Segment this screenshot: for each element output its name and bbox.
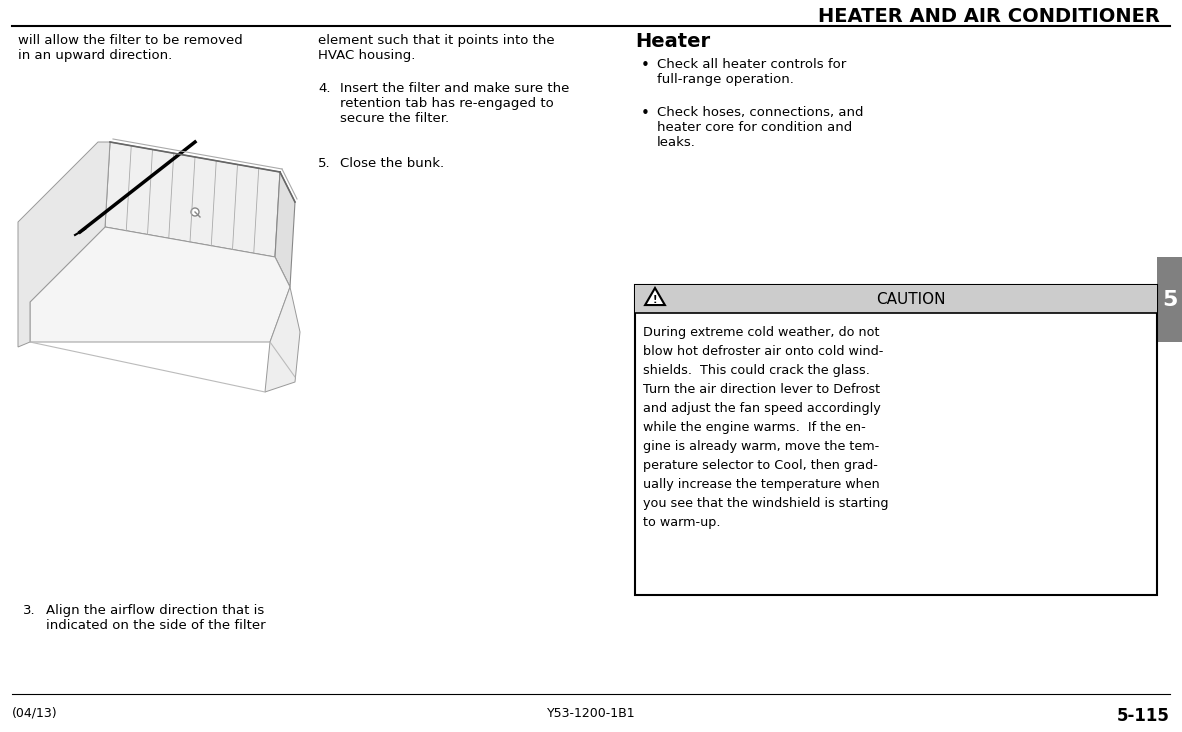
Text: Check hoses, connections, and: Check hoses, connections, and xyxy=(657,106,864,119)
Text: retention tab has re-engaged to: retention tab has re-engaged to xyxy=(340,97,553,110)
Polygon shape xyxy=(18,142,110,347)
Text: heater core for condition and: heater core for condition and xyxy=(657,121,852,134)
Text: leaks.: leaks. xyxy=(657,136,696,149)
Text: 3.: 3. xyxy=(22,604,35,617)
Text: During extreme cold weather, do not: During extreme cold weather, do not xyxy=(643,326,879,339)
Text: Close the bunk.: Close the bunk. xyxy=(340,157,444,170)
Text: gine is already warm, move the tem-: gine is already warm, move the tem- xyxy=(643,440,879,453)
Text: secure the filter.: secure the filter. xyxy=(340,112,449,125)
Bar xyxy=(635,285,1157,313)
Text: you see that the windshield is starting: you see that the windshield is starting xyxy=(643,497,889,510)
Text: CAUTION: CAUTION xyxy=(876,291,946,307)
Polygon shape xyxy=(30,227,290,342)
Text: Insert the filter and make sure the: Insert the filter and make sure the xyxy=(340,82,570,95)
Text: Heater: Heater xyxy=(635,32,710,51)
Text: full-range operation.: full-range operation. xyxy=(657,73,794,86)
Text: in an upward direction.: in an upward direction. xyxy=(18,49,173,62)
Polygon shape xyxy=(645,288,665,305)
Text: •: • xyxy=(641,106,650,121)
Text: 5: 5 xyxy=(1162,289,1177,310)
Text: 4.: 4. xyxy=(318,82,331,95)
Text: perature selector to Cool, then grad-: perature selector to Cool, then grad- xyxy=(643,459,878,472)
Polygon shape xyxy=(265,287,300,392)
Text: shields.  This could crack the glass.: shields. This could crack the glass. xyxy=(643,364,870,377)
Text: and adjust the fan speed accordingly: and adjust the fan speed accordingly xyxy=(643,402,881,415)
Text: (04/13): (04/13) xyxy=(12,707,58,720)
Text: to warm-up.: to warm-up. xyxy=(643,516,721,529)
Polygon shape xyxy=(275,172,296,287)
Text: blow hot defroster air onto cold wind-: blow hot defroster air onto cold wind- xyxy=(643,345,883,358)
Text: !: ! xyxy=(652,295,657,305)
Text: indicated on the side of the filter: indicated on the side of the filter xyxy=(46,619,266,632)
Circle shape xyxy=(191,208,199,216)
Bar xyxy=(635,285,1157,595)
Text: will allow the filter to be removed: will allow the filter to be removed xyxy=(18,34,242,47)
Text: 5.: 5. xyxy=(318,157,331,170)
Text: ually increase the temperature when: ually increase the temperature when xyxy=(643,478,879,491)
Text: while the engine warms.  If the en-: while the engine warms. If the en- xyxy=(643,421,865,434)
Text: 5-115: 5-115 xyxy=(1117,707,1170,725)
Text: Check all heater controls for: Check all heater controls for xyxy=(657,58,846,71)
Text: Y53-1200-1B1: Y53-1200-1B1 xyxy=(547,707,635,720)
Text: •: • xyxy=(641,58,650,73)
Text: HVAC housing.: HVAC housing. xyxy=(318,49,415,62)
Text: Align the airflow direction that is: Align the airflow direction that is xyxy=(46,604,265,617)
Bar xyxy=(1157,257,1182,342)
Text: Turn the air direction lever to Defrost: Turn the air direction lever to Defrost xyxy=(643,383,881,396)
Text: element such that it points into the: element such that it points into the xyxy=(318,34,554,47)
Polygon shape xyxy=(105,142,280,257)
Text: HEATER AND AIR CONDITIONER: HEATER AND AIR CONDITIONER xyxy=(818,7,1160,26)
